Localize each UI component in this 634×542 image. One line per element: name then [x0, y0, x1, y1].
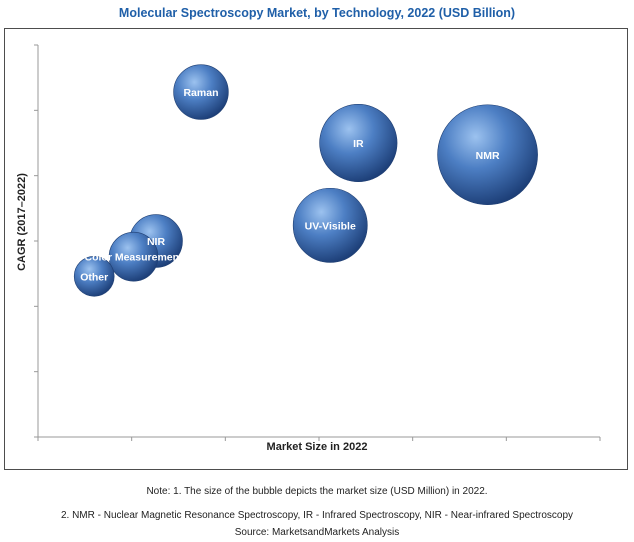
- bubble-label-other: Other: [80, 271, 108, 283]
- bubble-label-ir: IR: [353, 138, 364, 150]
- chart-title: Molecular Spectroscopy Market, by Techno…: [118, 6, 516, 20]
- bubble-label-uv-visible: UV-Visible: [305, 220, 356, 232]
- source-note: Source: MarketsandMarkets Analysis: [234, 527, 400, 538]
- x-axis-label: Market Size in 2022: [266, 441, 368, 453]
- chart-frame: [4, 28, 628, 470]
- bubbles: NMR IR Raman UV-Visible NIR Color Measurement…: [73, 64, 538, 297]
- bubble-label-nmr: NMR: [476, 150, 500, 162]
- chart-axes: [34, 44, 601, 441]
- bubble-raman: [173, 64, 229, 120]
- bubble-ir: [319, 103, 398, 183]
- note-2: 2. NMR - Nuclear Magnetic Resonance Spec…: [60, 510, 574, 521]
- note-1: Note: 1. The size of the bubble depicts …: [146, 486, 488, 497]
- bubble-other: [73, 255, 115, 297]
- bubble-nmr: [437, 104, 538, 206]
- bubble-label-nir: NIR: [147, 236, 166, 248]
- bubble-uv-visible: [292, 187, 368, 263]
- bubble-label-color-measurement: Color Measurement: [85, 252, 184, 264]
- bubble-label-raman: Raman: [183, 87, 218, 99]
- bubble-color-measurement: [108, 231, 159, 282]
